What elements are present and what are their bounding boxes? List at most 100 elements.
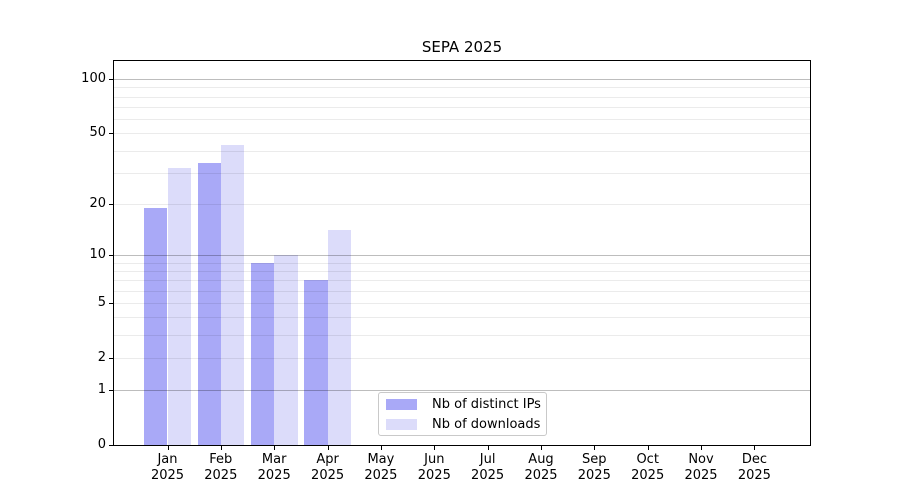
year-label: 2025 <box>257 468 291 483</box>
y-axis-tick <box>109 203 113 205</box>
bar-downloads-apr <box>327 230 351 445</box>
x-axis-tick <box>327 446 329 450</box>
y-axis-tick-label: 1 <box>97 382 106 398</box>
year-label: 2025 <box>631 468 665 483</box>
gridline <box>114 262 810 264</box>
gridline <box>114 357 810 359</box>
year-label: 2025 <box>364 468 398 483</box>
y-axis-tick <box>109 357 113 359</box>
x-axis-tick-label: Nov 2025 <box>669 452 733 484</box>
year-label: 2025 <box>684 468 718 483</box>
gridline <box>114 335 810 337</box>
y-axis-tick-label: 20 <box>89 195 106 211</box>
x-axis-tick-label: Jun 2025 <box>402 452 466 484</box>
bar-downloads-jan <box>167 167 191 445</box>
month-label: May <box>367 452 395 467</box>
bar-distinct-ips-jan <box>144 207 168 445</box>
gridline <box>114 119 810 121</box>
gridline <box>114 203 810 205</box>
year-label: 2025 <box>311 468 345 483</box>
bar-downloads-feb <box>220 145 245 445</box>
bar-distinct-ips-feb <box>197 163 221 445</box>
gridline <box>114 107 810 109</box>
legend-item-downloads: Nb of downloads <box>386 416 546 433</box>
gridline <box>114 150 810 152</box>
gridline <box>114 79 810 81</box>
gridline <box>114 172 810 174</box>
x-axis-tick-label: May 2025 <box>349 452 413 484</box>
month-label: Nov <box>688 452 714 467</box>
gridline <box>114 87 810 89</box>
y-axis-tick <box>109 79 113 81</box>
legend-swatch-distinct-ips <box>386 398 417 410</box>
legend-label-downloads: Nb of downloads <box>432 416 541 432</box>
month-label: Mar <box>261 452 287 467</box>
gridline <box>114 96 810 98</box>
y-axis-tick <box>109 303 113 304</box>
x-axis-tick <box>487 446 489 450</box>
x-axis-tick <box>220 446 222 450</box>
year-label: 2025 <box>150 468 185 483</box>
year-label: 2025 <box>204 468 238 483</box>
x-axis-tick-label: Jul 2025 <box>456 452 520 484</box>
x-axis-tick-label: Aug 2025 <box>509 452 573 484</box>
month-label: Sep <box>582 452 607 467</box>
gridline <box>114 390 810 392</box>
month-label: Jan <box>157 452 178 467</box>
legend-item-distinct-ips: Nb of distinct IPs <box>386 396 546 413</box>
year-label: 2025 <box>737 468 771 483</box>
x-axis-tick-label: Mar 2025 <box>242 452 306 484</box>
gridline <box>114 280 810 282</box>
month-label: Apr <box>316 452 339 467</box>
gridline <box>114 290 810 292</box>
x-axis-tick <box>274 446 276 450</box>
y-axis-tick <box>109 254 113 256</box>
y-axis-tick-label: 50 <box>89 125 106 141</box>
chart-title: SEPA 2025 <box>421 38 503 56</box>
bar-distinct-ips-apr <box>304 280 328 445</box>
x-axis-tick <box>541 446 542 450</box>
x-axis-tick-label: Dec 2025 <box>722 452 786 484</box>
month-label: Feb <box>209 452 233 467</box>
y-axis-tick-label: 2 <box>97 349 106 365</box>
legend-label-distinct-ips: Nb of distinct IPs <box>432 396 541 412</box>
y-axis-tick <box>109 133 113 135</box>
month-label: Aug <box>528 452 554 467</box>
year-label: 2025 <box>524 468 558 483</box>
year-label: 2025 <box>417 468 451 483</box>
legend-swatch-downloads <box>386 418 417 430</box>
year-label: 2025 <box>471 468 505 483</box>
year-label: 2025 <box>577 468 611 483</box>
bar-downloads-mar <box>274 254 298 445</box>
x-axis-tick-label: Feb 2025 <box>189 452 253 484</box>
month-label: Jun <box>424 452 445 467</box>
x-axis-tick <box>647 446 649 450</box>
month-label: Oct <box>636 452 659 467</box>
x-axis-tick-label: Apr 2025 <box>296 452 360 484</box>
month-label: Dec <box>741 452 767 467</box>
gridline <box>114 254 810 256</box>
x-axis-tick <box>594 446 596 450</box>
y-axis-tick-label: 10 <box>89 246 106 262</box>
x-axis-tick <box>380 446 382 450</box>
y-axis-tick-label: 5 <box>97 295 106 310</box>
x-axis-tick <box>701 446 702 450</box>
y-axis-tick <box>109 390 113 392</box>
gridline <box>114 317 810 319</box>
x-axis-tick-label: Jan 2025 <box>136 452 200 484</box>
y-axis-tick-label: 0 <box>97 437 106 452</box>
month-label: Jul <box>479 452 496 467</box>
x-axis-tick <box>754 446 756 450</box>
y-axis-tick <box>109 445 113 446</box>
x-axis-tick <box>434 446 436 450</box>
plot-area: Nb of distinct IPs Nb of downloads <box>113 60 811 446</box>
x-axis-tick <box>167 446 169 450</box>
gridline <box>114 133 810 135</box>
x-axis-tick-label: Oct 2025 <box>616 452 680 484</box>
gridline <box>114 303 810 304</box>
y-axis-tick-label: 100 <box>81 71 106 87</box>
gridline <box>114 270 810 272</box>
bar-distinct-ips-mar <box>250 262 275 445</box>
x-axis-tick-label: Sep 2025 <box>562 452 626 484</box>
